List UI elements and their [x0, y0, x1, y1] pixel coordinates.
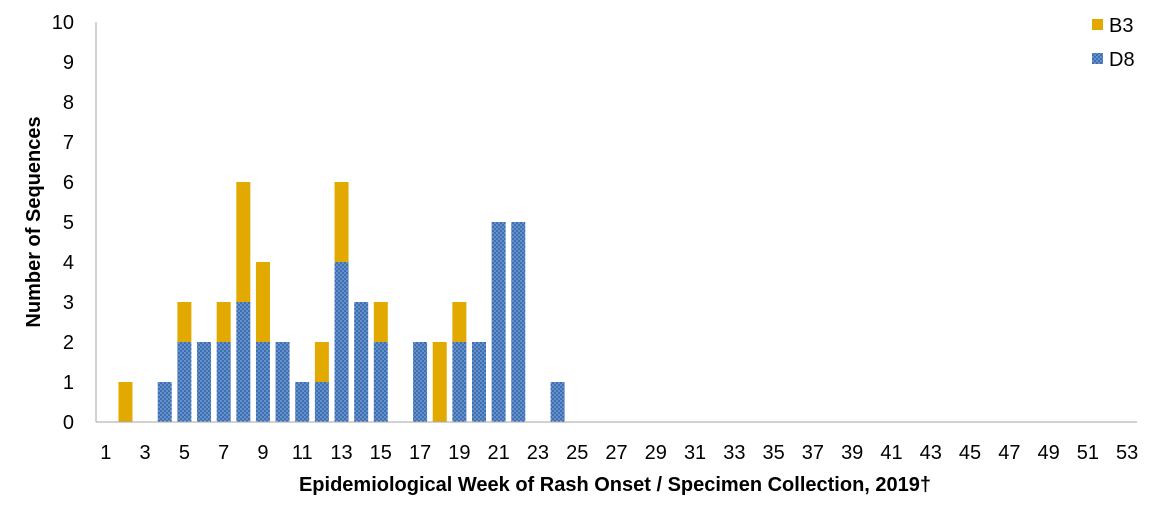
- bar-d8-week-12: [314, 382, 329, 422]
- bar-d8-week-19: [452, 342, 467, 422]
- x-tick-label: 5: [179, 442, 190, 464]
- y-axis-title: Number of Sequences: [23, 116, 45, 327]
- y-tick-label: 10: [52, 12, 74, 34]
- bar-d8-week-15: [373, 342, 388, 422]
- y-tick-label: 2: [63, 332, 74, 354]
- bar-d8-week-4: [157, 382, 172, 422]
- x-tick-label: 53: [1116, 442, 1138, 464]
- x-tick-label: 35: [763, 442, 785, 464]
- x-tick-label: 1: [100, 442, 111, 464]
- legend-label-d8: D8: [1109, 49, 1135, 71]
- bar-d8-week-10: [275, 342, 290, 422]
- x-tick-label: 15: [370, 442, 392, 464]
- y-tick-label: 8: [63, 92, 74, 114]
- x-tick-label: 21: [488, 442, 510, 464]
- bar-b3-week-7: [216, 302, 231, 342]
- x-tick-label: 17: [409, 442, 431, 464]
- y-tick-label: 9: [63, 52, 74, 74]
- bar-d8-week-24: [550, 382, 565, 422]
- bar-d8-week-6: [197, 342, 212, 422]
- x-tick-label: 51: [1077, 442, 1099, 464]
- y-tick-label: 4: [63, 252, 74, 274]
- y-tick-label: 5: [63, 212, 74, 234]
- bar-d8-week-21: [491, 222, 506, 422]
- bar-b3-week-12: [314, 342, 329, 382]
- y-tick-label: 7: [63, 132, 74, 154]
- bar-b3-week-13: [334, 182, 349, 262]
- x-tick-label: 9: [257, 442, 268, 464]
- x-tick-label: 43: [920, 442, 942, 464]
- bar-b3-week-19: [452, 302, 467, 342]
- bar-d8-week-14: [354, 302, 369, 422]
- bar-d8-week-22: [511, 222, 526, 422]
- x-tick-label: 3: [140, 442, 151, 464]
- x-tick-label: 25: [566, 442, 588, 464]
- x-tick-label: 47: [998, 442, 1020, 464]
- bar-d8-week-13: [334, 262, 349, 422]
- x-tick-label: 7: [218, 442, 229, 464]
- bars: [118, 182, 565, 422]
- legend: B3 D8: [1092, 15, 1135, 71]
- bar-d8-week-7: [216, 342, 231, 422]
- x-tick-label: 11: [292, 442, 313, 464]
- bar-b3-week-15: [373, 302, 388, 342]
- y-tick-label: 0: [63, 412, 74, 434]
- bar-d8-week-9: [255, 342, 270, 422]
- bar-b3-week-9: [255, 262, 270, 342]
- x-tick-label: 23: [527, 442, 549, 464]
- x-tick-label: 19: [448, 442, 470, 464]
- bar-d8-week-20: [472, 342, 487, 422]
- bar-b3-week-18: [432, 342, 447, 422]
- x-tick-label: 29: [645, 442, 667, 464]
- legend-swatch-d8: [1092, 53, 1103, 64]
- x-tick-label: 39: [841, 442, 863, 464]
- x-tick-label: 41: [880, 442, 902, 464]
- y-tick-label: 3: [63, 292, 74, 314]
- x-tick-label: 27: [605, 442, 627, 464]
- bar-d8-week-8: [236, 302, 251, 422]
- x-tick-label: 31: [684, 442, 706, 464]
- x-tick-label: 49: [1037, 442, 1059, 464]
- legend-swatch-b3: [1092, 19, 1103, 30]
- bar-d8-week-11: [295, 382, 310, 422]
- x-axis-ticks: 1 3 5 7 9 11 13 15 17 19 21 23 25 27 29 31 33 35 37 39 41 43 4…: [100, 442, 1138, 464]
- x-tick-label: 33: [723, 442, 745, 464]
- bar-b3-week-8: [236, 182, 251, 302]
- bar-d8-week-5: [177, 342, 192, 422]
- bar-d8-week-17: [413, 342, 428, 422]
- x-tick-label: 13: [330, 442, 352, 464]
- y-tick-label: 6: [63, 172, 74, 194]
- x-tick-label: 45: [959, 442, 981, 464]
- x-axis-title: Epidemiological Week of Rash Onset / Spe…: [299, 474, 931, 496]
- legend-label-b3: B3: [1109, 15, 1133, 37]
- bar-b3-week-2: [118, 382, 133, 422]
- bar-b3-week-5: [177, 302, 192, 342]
- x-tick-label: 37: [802, 442, 824, 464]
- y-axis-ticks: 0 1 2 3 4 5 6 7 8 9 10: [52, 12, 74, 434]
- y-tick-label: 1: [63, 372, 74, 394]
